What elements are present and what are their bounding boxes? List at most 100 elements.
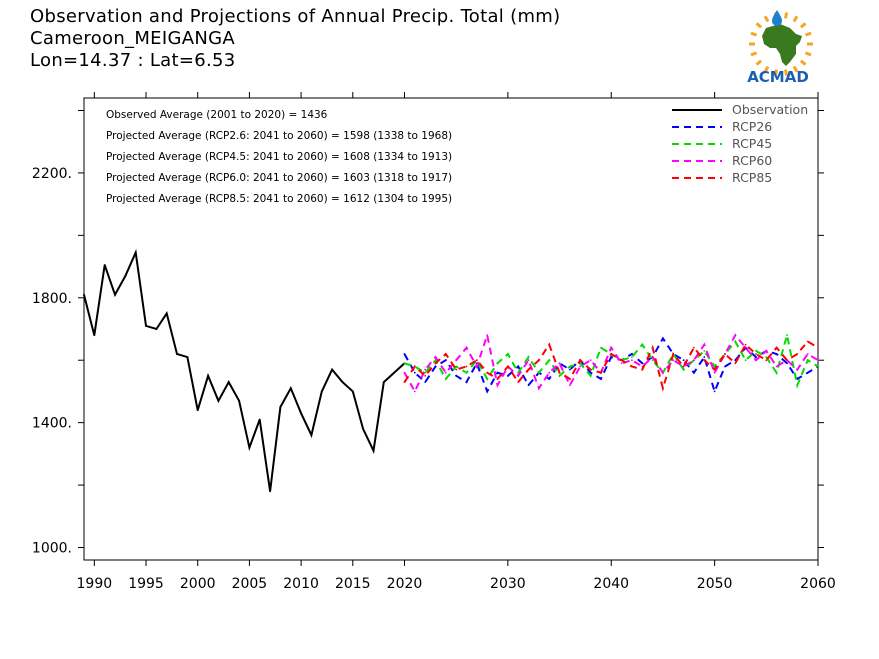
data-point-rcp85 [496, 378, 499, 380]
data-point-rcp26 [517, 365, 520, 368]
sun-ray [804, 51, 812, 57]
data-point-rcp85 [796, 353, 799, 355]
data-point-rcp85 [434, 362, 437, 365]
data-point-rcp45 [765, 356, 768, 358]
data-point-rcp26 [486, 390, 489, 393]
x-tick-label: 2040 [593, 576, 629, 592]
data-point-rcp60 [610, 346, 613, 349]
sun-ray [763, 15, 770, 23]
chart-legend: Observation RCP26 RCP45 RCP60 RCP85 [672, 102, 808, 185]
sun-ray [784, 69, 789, 76]
data-point-observation [165, 312, 168, 315]
africa-map-icon [762, 24, 802, 66]
legend-label: RCP85 [732, 170, 772, 185]
data-point-observation [238, 399, 241, 402]
data-point-rcp60 [713, 371, 716, 374]
data-point-rcp60 [465, 346, 468, 349]
data-point-rcp26 [455, 374, 458, 377]
y-tick-label: 1800. [32, 291, 72, 307]
data-point-rcp45 [817, 365, 819, 368]
data-point-rcp26 [527, 384, 530, 387]
data-point-rcp26 [724, 365, 726, 368]
annotation-line: Projected Average (RCP4.5: 2041 to 2060)… [106, 151, 452, 163]
data-point-rcp45 [755, 350, 757, 352]
station-coordinates: Lon=14.37 : Lat=6.53 [30, 50, 236, 71]
data-point-observation [248, 446, 251, 449]
data-point-rcp85 [424, 374, 427, 377]
x-tick-label: 2020 [387, 576, 423, 592]
data-point-rcp60 [796, 368, 799, 371]
data-point-rcp45 [631, 356, 633, 358]
data-point-rcp26 [713, 390, 716, 393]
legend-label: RCP26 [732, 119, 772, 134]
data-point-rcp85 [507, 365, 509, 368]
data-point-rcp85 [486, 371, 489, 374]
series-line-rcp45 [404, 334, 819, 389]
chart-title: Observation and Projections of Annual Pr… [30, 6, 561, 27]
data-point-rcp60 [413, 390, 416, 393]
data-point-rcp45 [651, 359, 654, 362]
data-point-observation [279, 406, 282, 408]
data-point-rcp45 [600, 346, 602, 349]
sun-ray [799, 22, 807, 29]
data-point-rcp85 [724, 353, 726, 355]
data-point-rcp60 [444, 371, 447, 374]
logo-text: ACMAD [747, 68, 809, 86]
data-point-rcp45 [507, 353, 509, 355]
x-tick-label: 2060 [800, 576, 836, 592]
data-point-rcp85 [413, 365, 416, 368]
sun-rays-icon [749, 12, 813, 76]
data-point-rcp85 [755, 353, 757, 355]
data-point-observation [124, 275, 127, 277]
data-point-rcp26 [444, 359, 447, 362]
data-point-observation [300, 412, 302, 415]
annotation-box: Observed Average (2001 to 2020) = 1436 Pr… [106, 109, 452, 205]
data-point-rcp85 [651, 346, 654, 349]
data-point-rcp26 [610, 356, 613, 358]
sun-ray [792, 15, 799, 23]
water-drop-icon [772, 10, 782, 26]
data-point-rcp45 [744, 359, 747, 362]
data-point-rcp60 [765, 350, 768, 352]
data-point-rcp60 [558, 362, 561, 365]
data-point-rcp26 [424, 381, 427, 383]
data-point-rcp26 [703, 356, 706, 358]
data-point-observation [176, 353, 178, 355]
data-point-rcp26 [507, 374, 509, 377]
data-point-observation [289, 387, 292, 390]
data-point-rcp45 [465, 371, 468, 374]
data-point-rcp60 [517, 374, 520, 377]
data-point-observation [269, 490, 271, 493]
data-point-observation [341, 381, 344, 383]
data-point-observation [114, 293, 116, 296]
data-point-rcp26 [682, 359, 685, 362]
data-point-observation [351, 390, 354, 393]
data-point-observation [186, 356, 189, 358]
x-tick-label: 2050 [697, 576, 733, 592]
data-point-rcp45 [455, 365, 458, 368]
data-point-rcp60 [538, 387, 540, 390]
data-point-rcp85 [403, 381, 406, 383]
data-point-observation [134, 251, 137, 254]
data-point-rcp26 [641, 362, 644, 365]
x-tick-label: 1995 [128, 576, 164, 592]
sun-ray [763, 65, 770, 73]
x-tick-label: 2000 [180, 576, 216, 592]
data-point-rcp45 [496, 362, 499, 365]
sun-ray [755, 22, 763, 29]
data-point-rcp85 [455, 368, 458, 371]
annotation-line: Projected Average (RCP8.5: 2041 to 2060)… [106, 193, 452, 205]
data-point-observation [372, 449, 375, 452]
data-point-rcp26 [434, 365, 437, 368]
legend-label: RCP60 [732, 153, 772, 168]
annotation-line: Projected Average (RCP6.0: 2041 to 2060)… [106, 172, 452, 184]
sun-ray [792, 65, 799, 73]
sun-ray [799, 59, 807, 66]
data-point-rcp60 [703, 343, 706, 346]
data-point-rcp85 [662, 387, 664, 390]
data-point-rcp60 [548, 371, 551, 374]
data-point-observation [331, 368, 333, 371]
data-point-rcp60 [775, 365, 778, 368]
data-point-rcp60 [651, 356, 654, 358]
data-point-rcp45 [786, 334, 788, 337]
